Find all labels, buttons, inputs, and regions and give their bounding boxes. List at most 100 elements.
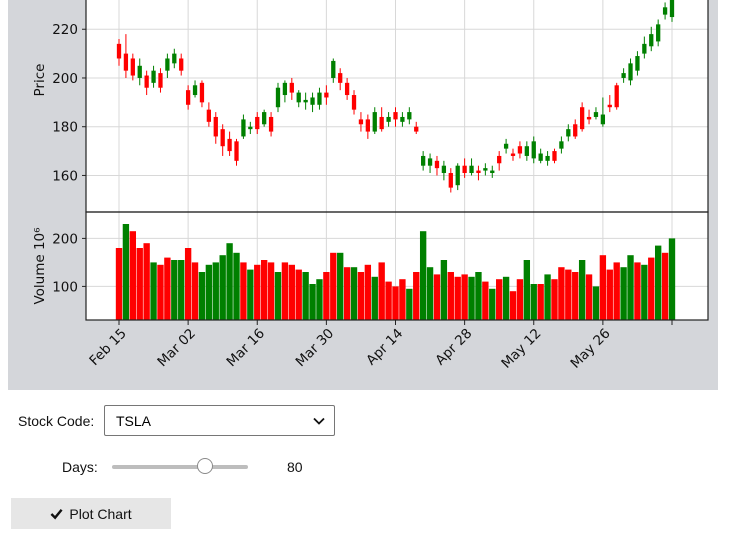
volume-bar (606, 269, 613, 320)
volume-bar (136, 248, 143, 320)
volume-bar (468, 276, 475, 320)
volume-bar (129, 231, 137, 320)
volume-bar (357, 272, 365, 320)
candle-body (192, 85, 198, 96)
volume-bar (309, 284, 316, 320)
candle-body (662, 7, 668, 15)
x-tick-label: Mar 02 (154, 326, 199, 371)
volume-bar (219, 255, 226, 320)
candle-body (455, 165, 460, 186)
plot-chart-button-label: Plot Chart (69, 505, 132, 522)
candle-body (144, 75, 149, 88)
candle-body (379, 116, 384, 130)
volume-bar (634, 262, 641, 320)
volume-bar (122, 224, 130, 320)
volume-bar (613, 262, 620, 320)
volume-bar (661, 252, 669, 320)
volume-bar (115, 248, 123, 320)
candle-body (607, 104, 612, 108)
volume-bar (343, 267, 351, 320)
volume-bar (516, 279, 524, 320)
stock-code-value: TSLA (116, 413, 152, 429)
price-axes (86, 0, 708, 212)
candle-body (123, 53, 129, 71)
volume-bar (254, 264, 261, 320)
volume-axes-frame (85, 211, 709, 321)
stock-code-select[interactable]: TSLA (104, 405, 335, 436)
x-tick-label: Mar 30 (293, 326, 338, 371)
candle-body (289, 82, 294, 93)
volume-bar (150, 262, 157, 320)
volume-bar (288, 264, 295, 320)
candle-body (614, 85, 619, 108)
candle-body (317, 92, 322, 105)
days-slider-track[interactable] (112, 465, 248, 469)
volume-bar (316, 279, 323, 320)
volume-bar (350, 267, 358, 320)
volume-bar (274, 272, 282, 320)
candle-body (151, 70, 156, 83)
candle-body (545, 155, 550, 161)
x-tick-label: Apr 28 (432, 326, 475, 369)
candle-body (642, 43, 647, 54)
candle-body (262, 112, 267, 125)
candle-body (372, 112, 377, 132)
volume-bar (178, 260, 185, 320)
candle-body (538, 153, 543, 161)
volume-bar (364, 264, 372, 320)
candle-body (517, 146, 523, 154)
volume-bar (509, 291, 517, 320)
days-slider-handle[interactable] (197, 458, 214, 474)
volume-bar (226, 243, 233, 320)
candle-body (531, 141, 536, 159)
price-axis-label: Price (32, 64, 48, 97)
volume-bar (620, 267, 627, 320)
volume-bar (281, 262, 289, 320)
volume-bar (578, 260, 586, 320)
candle-body (310, 97, 315, 105)
volume-bar (592, 286, 600, 320)
volume-bar (454, 276, 461, 320)
volume-bar (475, 272, 482, 320)
candle-body (635, 56, 640, 71)
candle-body (137, 65, 142, 78)
volume-bar (565, 269, 572, 320)
candle-body (338, 73, 343, 83)
candle-body (185, 90, 191, 105)
candle-body (248, 126, 253, 130)
volume-bar (267, 262, 275, 320)
candle-body (649, 34, 654, 47)
candle-body (365, 119, 370, 132)
candle-body (628, 63, 633, 81)
candle-body (158, 73, 163, 88)
volume-bar (143, 243, 150, 320)
candle-body (559, 141, 564, 149)
volume-bar (184, 248, 192, 320)
volume-bar (668, 238, 676, 320)
candle-body (400, 116, 405, 122)
volume-bar (530, 284, 537, 320)
days-slider[interactable] (112, 456, 248, 478)
x-tick-label: May 26 (567, 326, 613, 372)
volume-bar (440, 260, 448, 320)
volume-bar (337, 252, 344, 320)
volume-bar (157, 264, 164, 320)
candle-body (552, 151, 557, 161)
candle-body (462, 165, 467, 174)
volume-bar (447, 272, 454, 320)
candle-body (441, 165, 447, 174)
candle-body (275, 87, 281, 108)
candle-body (476, 170, 481, 174)
plot-chart-button[interactable]: Plot Chart (11, 498, 171, 529)
candle-body (165, 58, 170, 71)
candle-body (268, 116, 274, 132)
volume-bar (378, 262, 385, 320)
candle-body (656, 24, 661, 42)
chevron-down-icon (313, 417, 325, 425)
days-label: Days: (62, 459, 98, 475)
volume-y-tick-label: 100 (52, 279, 78, 295)
chart-figure: 160 180 200 220 100 200 Price Volume 10⁶ Feb 15 M… (8, 0, 718, 390)
x-tick-label: Mar 16 (224, 326, 269, 371)
candle-body (255, 116, 260, 130)
candle-body (213, 116, 218, 137)
